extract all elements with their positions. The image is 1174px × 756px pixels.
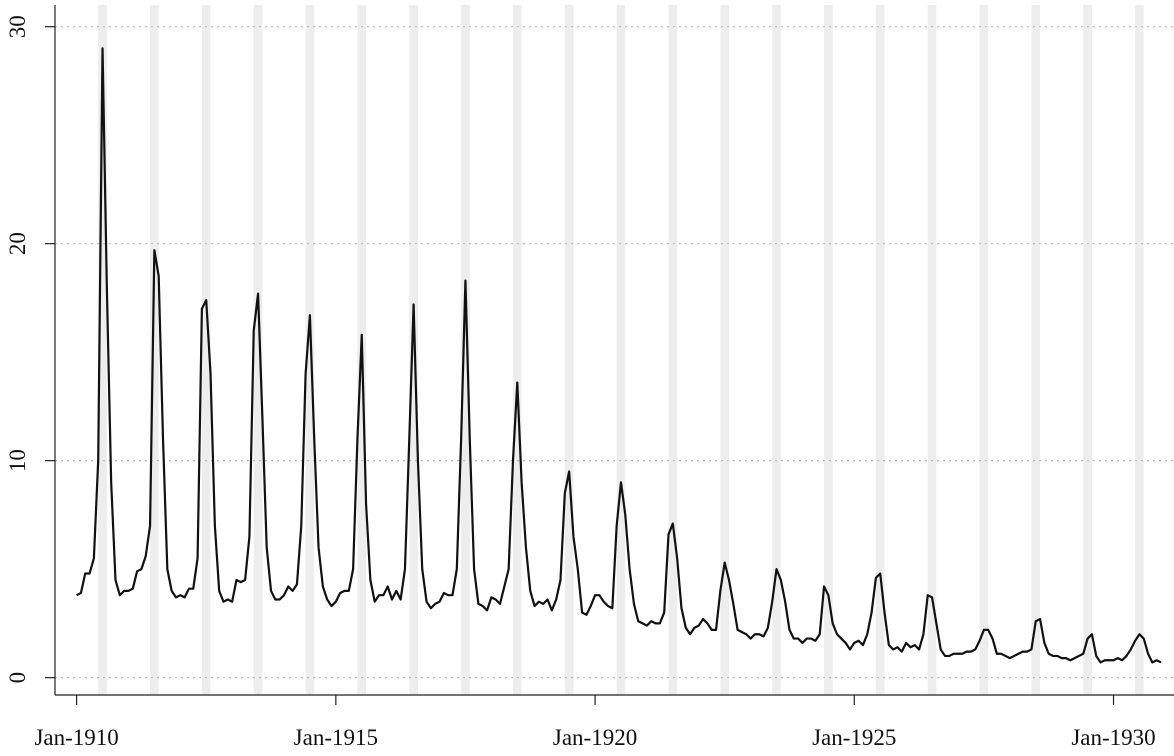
- x-tick-label: Jan-1925: [812, 725, 896, 750]
- y-tick-label: 10: [5, 449, 30, 472]
- shaded-band: [616, 5, 626, 695]
- y-tick-label: 30: [5, 15, 30, 38]
- shaded-band: [150, 5, 159, 695]
- shaded-band: [564, 5, 574, 695]
- shaded-band: [927, 5, 937, 695]
- shaded-band: [1083, 5, 1092, 695]
- shaded-band: [979, 5, 989, 695]
- shaded-band: [772, 5, 781, 695]
- shaded-band: [201, 5, 211, 695]
- x-tick-label: Jan-1930: [1071, 725, 1155, 750]
- y-tick-label: 20: [5, 232, 30, 255]
- shaded-band: [253, 5, 263, 695]
- shaded-band: [1135, 5, 1144, 695]
- shaded-band: [409, 5, 418, 695]
- shaded-band: [512, 5, 522, 695]
- shaded-band: [305, 5, 315, 695]
- shaded-band: [875, 5, 885, 695]
- shaded-band: [461, 5, 470, 695]
- shaded-band: [1031, 5, 1041, 695]
- x-tick-label: Jan-1920: [553, 725, 637, 750]
- shaded-band: [98, 5, 107, 695]
- shaded-band: [720, 5, 729, 695]
- y-tick-label: 0: [5, 672, 30, 684]
- shaded-band: [824, 5, 833, 695]
- x-tick-label: Jan-1910: [34, 725, 118, 750]
- x-tick-label: Jan-1915: [294, 725, 378, 750]
- series-line: [76, 47, 1162, 664]
- shaded-band: [668, 5, 678, 695]
